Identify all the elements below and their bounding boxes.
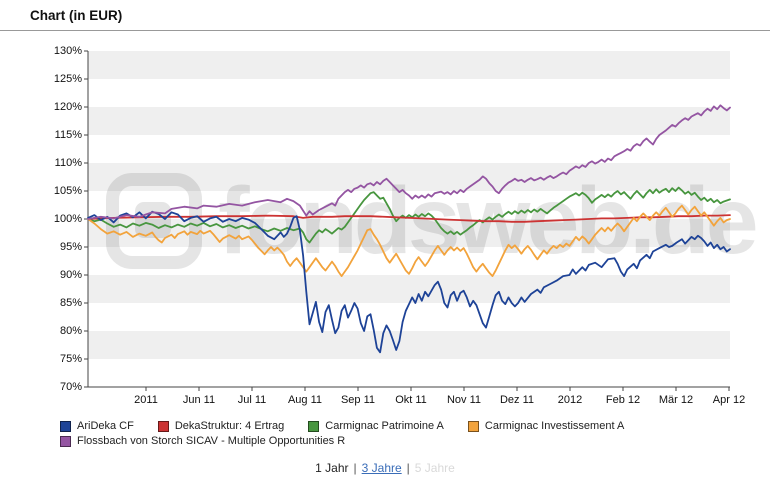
x-axis-label: Apr 12 — [712, 394, 746, 406]
legend-item: Carmignac Patrimoine A — [308, 420, 444, 432]
legend-label: Carmignac Patrimoine A — [325, 420, 444, 432]
x-axis-label: 2011 — [134, 394, 158, 406]
legend-item: DekaStruktur: 4 Ertrag — [157, 420, 285, 432]
y-axis-label: 85% — [59, 297, 82, 309]
y-axis-label: 105% — [53, 185, 82, 197]
x-axis-label: Dez 11 — [499, 394, 535, 406]
y-axis-label: 120% — [53, 101, 82, 113]
period-5-jahre: 5 Jahre — [414, 461, 455, 475]
series-line-2 — [87, 186, 731, 244]
series-line-4 — [87, 104, 731, 220]
series-line-3 — [87, 204, 731, 278]
legend-row: Flossbach von Storch SICAV - Multiple Op… — [60, 435, 648, 447]
legend-label: DekaStruktur: 4 Ertrag — [174, 420, 285, 432]
separator: | — [353, 461, 357, 475]
plot-band — [88, 51, 730, 79]
y-axis-label: 90% — [59, 269, 82, 281]
plot-band — [88, 107, 730, 135]
legend-label: Carmignac Investissement A — [484, 420, 625, 432]
x-axis-label: Jul 11 — [237, 394, 267, 406]
separator: | — [406, 461, 410, 475]
x-axis-label: Nov 11 — [446, 394, 482, 406]
x-axis-label: Jun 11 — [182, 394, 216, 406]
plot-band — [88, 163, 730, 191]
y-axis-label: 110% — [54, 157, 82, 169]
axes — [84, 50, 730, 391]
legend-item: Flossbach von Storch SICAV - Multiple Op… — [60, 435, 345, 447]
legend-swatch-icon — [467, 420, 479, 432]
chart-lines-svg — [84, 50, 731, 391]
x-axis-label: Feb 12 — [605, 394, 641, 406]
legend-swatch-icon — [60, 420, 71, 432]
legend-label: AriDeka CF — [77, 420, 134, 432]
y-axis-label: 70% — [59, 381, 82, 393]
y-axis-label: 115% — [54, 129, 82, 141]
plot-band — [88, 331, 730, 359]
x-axis-label: Mär 12 — [658, 394, 694, 406]
x-axis-label: Sep 11 — [340, 394, 376, 406]
page-title: Chart (in EUR) — [30, 8, 123, 23]
x-axis-label: Aug 11 — [287, 394, 323, 406]
legend-label: Flossbach von Storch SICAV - Multiple Op… — [77, 435, 346, 447]
period-3-jahre-link[interactable]: 3 Jahre — [361, 461, 402, 475]
chart-plot-area: fondsweb.de 70%75%80%85%90%95%100%105%11… — [53, 45, 759, 406]
legend: AriDeka CF DekaStruktur: 4 Ertrag Carmigna… — [60, 420, 648, 450]
y-axis-label: 75% — [59, 353, 82, 365]
legend-swatch-icon — [157, 420, 169, 432]
series-line-1 — [87, 214, 731, 223]
y-axis-label: 130% — [53, 45, 82, 57]
legend-item: AriDeka CF — [60, 420, 134, 432]
series-line-0 — [87, 210, 731, 354]
plot-band — [88, 275, 730, 303]
period-1-jahr: 1 Jahr — [315, 461, 349, 475]
y-axis-label: 80% — [59, 325, 82, 337]
x-axis-label: Okt 11 — [395, 394, 427, 406]
legend-item: Carmignac Investissement A — [467, 420, 625, 432]
legend-row: AriDeka CF DekaStruktur: 4 Ertrag Carmigna… — [60, 420, 648, 432]
legend-swatch-icon — [308, 420, 320, 432]
title-divider — [0, 30, 770, 31]
period-links: 1 Jahr | 3 Jahre | 5 Jahre — [0, 461, 770, 475]
legend-swatch-icon — [60, 435, 71, 447]
y-axis-label: 100% — [53, 213, 82, 225]
y-axis-label: 125% — [53, 73, 82, 85]
x-axis-label: 2012 — [557, 394, 583, 406]
y-axis-label: 95% — [59, 241, 82, 253]
